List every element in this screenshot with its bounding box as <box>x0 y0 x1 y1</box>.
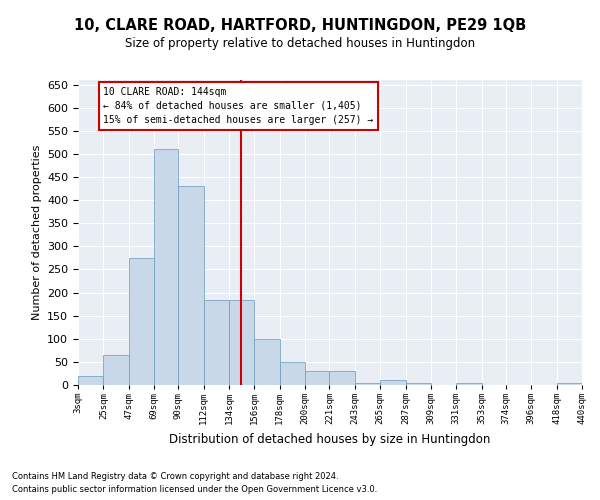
Text: Contains HM Land Registry data © Crown copyright and database right 2024.: Contains HM Land Registry data © Crown c… <box>12 472 338 481</box>
Bar <box>129 258 154 385</box>
Text: Contains public sector information licensed under the Open Government Licence v3: Contains public sector information licen… <box>12 485 377 494</box>
Bar <box>305 371 329 385</box>
X-axis label: Distribution of detached houses by size in Huntingdon: Distribution of detached houses by size … <box>169 432 491 446</box>
Text: Size of property relative to detached houses in Huntingdon: Size of property relative to detached ho… <box>125 38 475 51</box>
Bar <box>329 371 355 385</box>
Text: 10, CLARE ROAD, HARTFORD, HUNTINGDON, PE29 1QB: 10, CLARE ROAD, HARTFORD, HUNTINGDON, PE… <box>74 18 526 32</box>
Bar <box>154 150 178 385</box>
Bar <box>178 186 204 385</box>
Bar <box>280 362 305 385</box>
Bar <box>229 300 254 385</box>
Bar <box>456 382 482 385</box>
Y-axis label: Number of detached properties: Number of detached properties <box>32 145 41 320</box>
Bar <box>406 382 431 385</box>
Bar <box>204 300 229 385</box>
Text: 10 CLARE ROAD: 144sqm
← 84% of detached houses are smaller (1,405)
15% of semi-d: 10 CLARE ROAD: 144sqm ← 84% of detached … <box>103 87 374 125</box>
Bar <box>103 355 129 385</box>
Bar <box>254 339 280 385</box>
Bar <box>380 380 406 385</box>
Bar <box>557 382 582 385</box>
Bar <box>78 376 103 385</box>
Bar <box>355 382 380 385</box>
